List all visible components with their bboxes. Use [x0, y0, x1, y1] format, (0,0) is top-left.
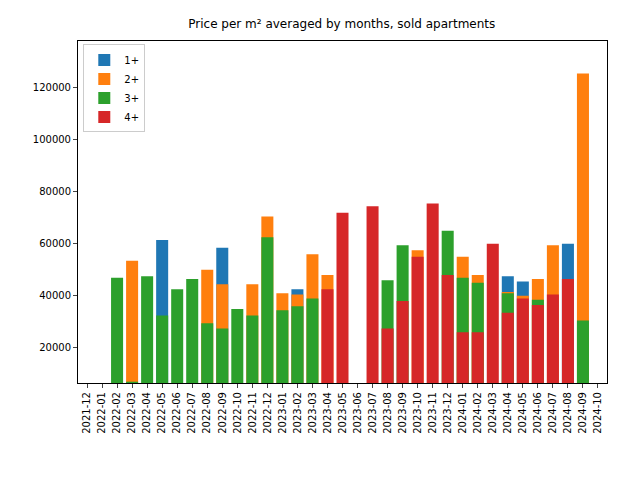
svg-text:2022-01: 2022-01: [96, 392, 107, 434]
svg-text:60000: 60000: [39, 238, 71, 249]
svg-text:1+: 1+: [124, 55, 139, 66]
svg-text:2024-10: 2024-10: [592, 392, 603, 434]
svg-text:120000: 120000: [33, 82, 71, 93]
svg-text:2024-09: 2024-09: [577, 392, 588, 434]
svg-text:40000: 40000: [39, 290, 71, 301]
svg-text:3+: 3+: [124, 93, 139, 104]
svg-text:2022-03: 2022-03: [126, 392, 137, 434]
svg-text:2022-07: 2022-07: [186, 392, 197, 434]
svg-text:2023-08: 2023-08: [382, 392, 393, 434]
svg-text:2024-02: 2024-02: [472, 392, 483, 434]
svg-text:2022-04: 2022-04: [141, 392, 152, 434]
svg-text:2023-03: 2023-03: [307, 392, 318, 434]
svg-text:2024-03: 2024-03: [487, 392, 498, 434]
svg-text:2023-02: 2023-02: [292, 392, 303, 434]
svg-text:2022-08: 2022-08: [201, 392, 212, 434]
svg-text:2024-07: 2024-07: [547, 392, 558, 434]
svg-text:2023-01: 2023-01: [277, 392, 288, 434]
svg-text:2023-12: 2023-12: [442, 392, 453, 434]
svg-text:2022-06: 2022-06: [171, 392, 182, 434]
svg-text:2024-01: 2024-01: [457, 392, 468, 434]
svg-text:2023-04: 2023-04: [322, 392, 333, 434]
svg-text:4+: 4+: [124, 112, 139, 123]
svg-text:2023-09: 2023-09: [397, 392, 408, 434]
svg-text:2023-07: 2023-07: [367, 392, 378, 434]
svg-text:2024-08: 2024-08: [562, 392, 573, 434]
svg-text:Price per m² averaged by month: Price per m² averaged by months, sold ap…: [188, 17, 495, 31]
svg-text:2023-05: 2023-05: [337, 392, 348, 434]
svg-text:2023-11: 2023-11: [427, 392, 438, 434]
svg-text:80000: 80000: [39, 186, 71, 197]
svg-text:2023-06: 2023-06: [352, 392, 363, 434]
svg-text:2022-12: 2022-12: [262, 392, 273, 434]
svg-text:2024-04: 2024-04: [502, 392, 513, 434]
svg-text:2024-06: 2024-06: [532, 392, 543, 434]
svg-text:20000: 20000: [39, 342, 71, 353]
svg-text:2023-10: 2023-10: [412, 392, 423, 434]
svg-text:2022-05: 2022-05: [156, 392, 167, 434]
svg-text:2+: 2+: [124, 74, 139, 85]
svg-text:2021-12: 2021-12: [81, 392, 92, 434]
svg-text:2022-11: 2022-11: [247, 392, 258, 434]
svg-text:100000: 100000: [33, 134, 71, 145]
svg-text:2022-09: 2022-09: [217, 392, 228, 434]
svg-text:2024-05: 2024-05: [517, 392, 528, 434]
svg-text:2022-02: 2022-02: [111, 392, 122, 434]
svg-text:2022-10: 2022-10: [232, 392, 243, 434]
